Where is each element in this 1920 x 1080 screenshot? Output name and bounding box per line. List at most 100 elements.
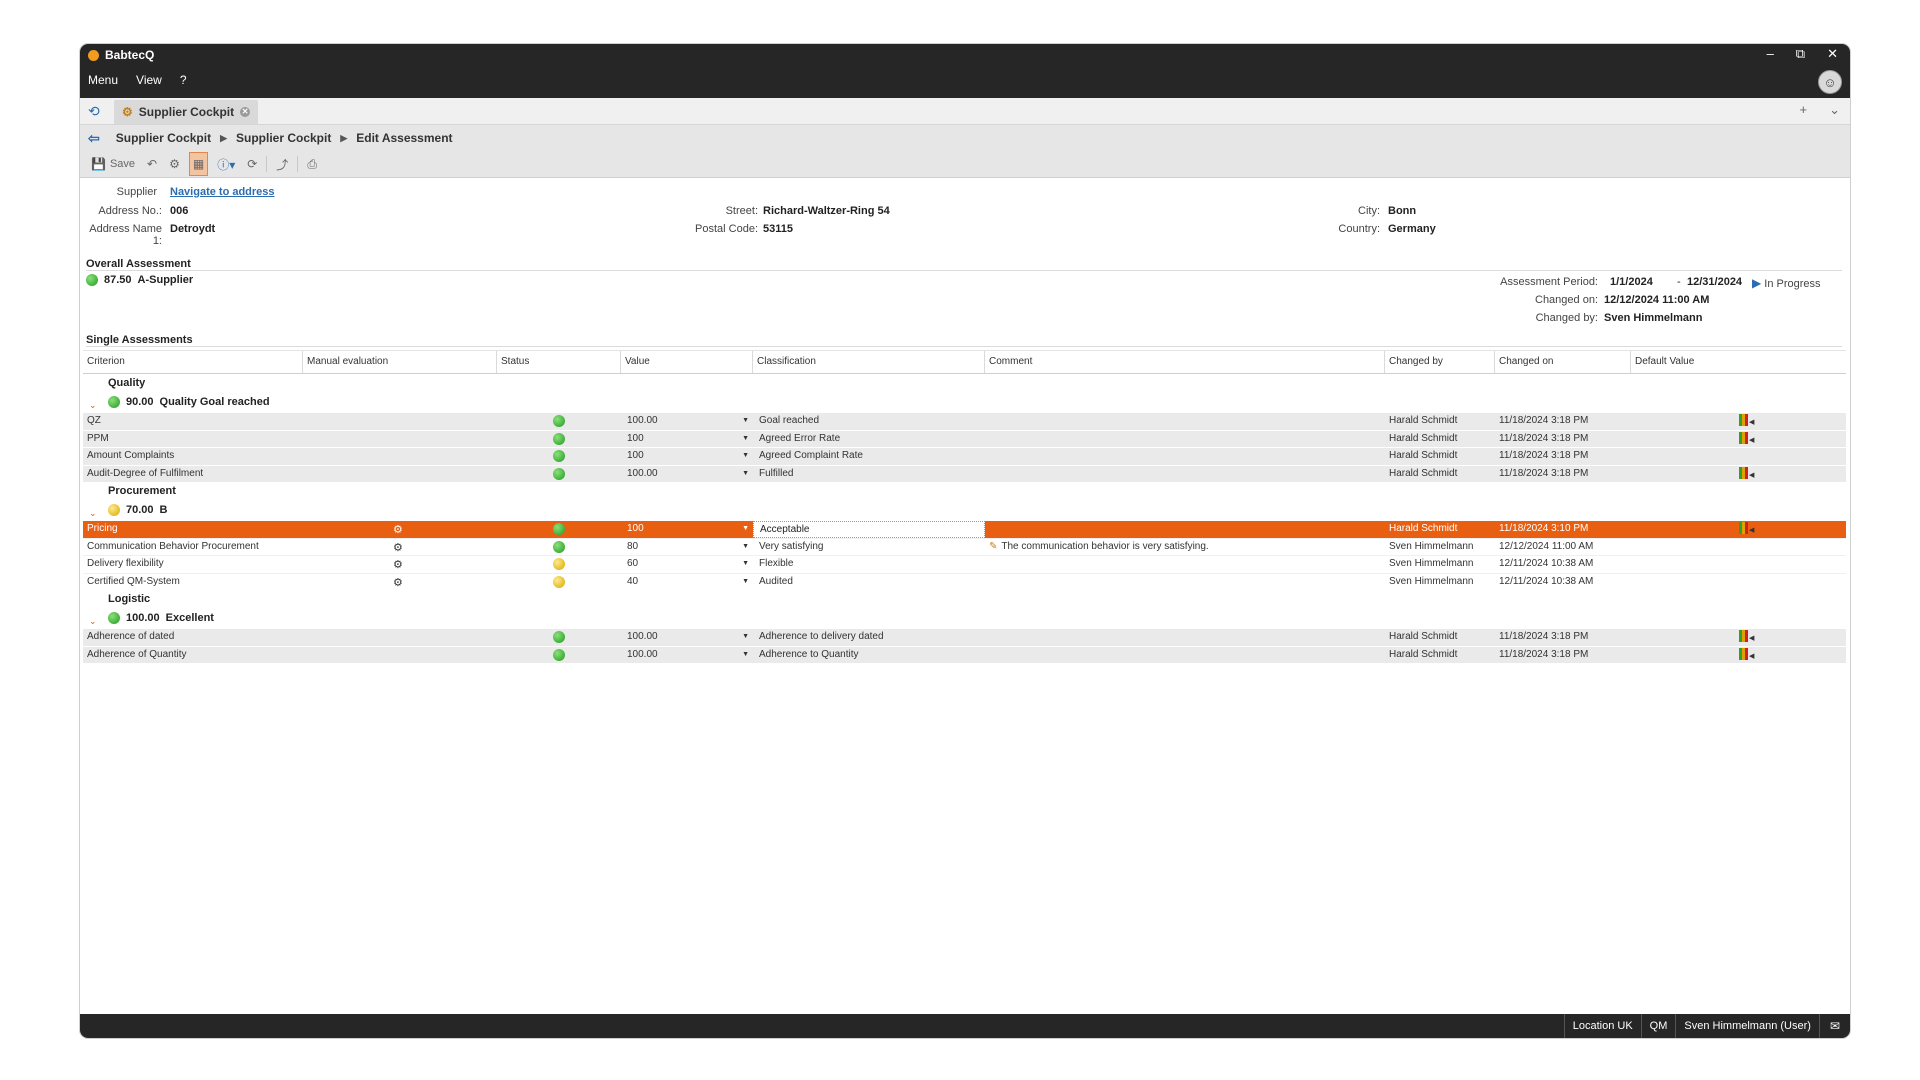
add-tab-icon[interactable]: + bbox=[1799, 102, 1808, 117]
column-header-status[interactable]: Status bbox=[497, 351, 621, 373]
default-value-cell[interactable]: ◀ bbox=[1631, 647, 1846, 664]
default-value-cell[interactable] bbox=[1631, 539, 1846, 556]
default-value-cell[interactable]: ◀ bbox=[1631, 466, 1846, 483]
column-header-classification[interactable]: Classification bbox=[753, 351, 985, 373]
collapse-chevron-icon[interactable]: ⌄ bbox=[89, 616, 97, 626]
comment-cell[interactable] bbox=[985, 521, 1385, 538]
supplier-button[interactable]: ⚙ bbox=[166, 153, 183, 175]
home-icon[interactable]: ⟲ bbox=[88, 103, 100, 119]
classification-cell[interactable]: Adherence to delivery dated bbox=[759, 631, 884, 642]
mail-icon[interactable]: ✉ bbox=[1818, 1014, 1850, 1038]
manual-evaluation-cell[interactable] bbox=[303, 629, 497, 646]
comment-cell[interactable] bbox=[985, 431, 1385, 448]
default-value-icon[interactable]: ◀ bbox=[1739, 431, 1754, 444]
manual-evaluation-icon[interactable]: ⚙ bbox=[393, 559, 403, 571]
criterion-cell[interactable]: Delivery flexibility bbox=[87, 558, 164, 569]
dropdown-arrow-icon[interactable]: ▼ bbox=[742, 434, 749, 442]
assessment-state[interactable]: ▶ In Progress bbox=[1752, 276, 1821, 290]
value-cell[interactable]: 100.00 ▼ bbox=[621, 466, 753, 483]
dropdown-arrow-icon[interactable]: ▼ bbox=[742, 577, 749, 585]
dropdown-arrow-icon[interactable]: ▼ bbox=[742, 469, 749, 477]
save-button[interactable]: 💾 Save bbox=[88, 153, 138, 175]
value-cell[interactable]: 80 ▼ bbox=[621, 539, 753, 556]
manual-evaluation-cell[interactable]: ⚙ bbox=[303, 521, 497, 538]
comment-cell[interactable] bbox=[985, 647, 1385, 664]
default-value-cell[interactable]: ◀ bbox=[1631, 521, 1846, 538]
breadcrumb-item[interactable]: Supplier Cockpit bbox=[115, 131, 212, 145]
menu-item-view[interactable]: View bbox=[136, 73, 162, 87]
value-cell[interactable]: 60 ▼ bbox=[621, 556, 753, 573]
dropdown-arrow-icon[interactable]: ▼ bbox=[742, 542, 749, 550]
criterion-cell[interactable]: Certified QM-System bbox=[87, 575, 180, 587]
default-value-cell[interactable]: ◀ bbox=[1631, 431, 1846, 448]
default-value-icon[interactable]: ◀ bbox=[1739, 522, 1754, 534]
manual-evaluation-cell[interactable] bbox=[303, 448, 497, 465]
manual-evaluation-icon[interactable]: ⚙ bbox=[393, 541, 403, 554]
collapse-chevron-icon[interactable]: ⌄ bbox=[89, 400, 97, 410]
criterion-cell[interactable]: Communication Behavior Procurement bbox=[87, 540, 259, 552]
column-header-value[interactable]: Value bbox=[621, 351, 753, 373]
dropdown-arrow-icon[interactable]: ▼ bbox=[742, 633, 749, 640]
table-row[interactable]: Pricing ⚙ 100 ▼ Acceptable Harald Schmidt 11/1… bbox=[83, 520, 1846, 538]
comment-cell[interactable] bbox=[985, 448, 1385, 465]
default-value-cell[interactable] bbox=[1631, 556, 1846, 573]
classification-cell[interactable]: Agreed Complaint Rate bbox=[759, 450, 863, 461]
column-header-criterion[interactable]: Criterion bbox=[83, 351, 303, 373]
comment-cell[interactable]: ✎ The communication behavior is very sati… bbox=[985, 539, 1385, 556]
print-button[interactable]: ⎙ bbox=[304, 153, 320, 175]
table-row[interactable]: Adherence of Quantity 100.00 ▼ Adherence to… bbox=[83, 645, 1846, 664]
comment-cell[interactable] bbox=[985, 629, 1385, 646]
default-value-icon[interactable]: ◀ bbox=[1739, 630, 1754, 642]
column-header-default-value[interactable]: Default Value bbox=[1635, 356, 1695, 367]
value-cell[interactable]: 100.00 ▼ bbox=[621, 413, 753, 430]
classification-cell[interactable]: Fulfilled bbox=[759, 467, 794, 479]
classification-cell[interactable]: Acceptable bbox=[753, 521, 985, 538]
comment-cell[interactable] bbox=[985, 574, 1385, 591]
manual-evaluation-cell[interactable] bbox=[303, 466, 497, 483]
dropdown-arrow-icon[interactable]: ▼ bbox=[742, 452, 749, 459]
dropdown-arrow-icon[interactable]: ▼ bbox=[742, 560, 749, 567]
calendar-button[interactable]: ▦ bbox=[188, 152, 209, 176]
dropdown-arrow-icon[interactable]: ▼ bbox=[742, 650, 749, 658]
default-value-cell[interactable]: ◀ bbox=[1631, 629, 1846, 646]
default-value-cell[interactable] bbox=[1631, 448, 1846, 465]
manual-evaluation-cell[interactable] bbox=[303, 647, 497, 664]
column-header-changed-on[interactable]: Changed on bbox=[1495, 351, 1631, 373]
classification-cell[interactable]: Agreed Error Rate bbox=[759, 432, 841, 444]
table-row[interactable]: Adherence of dated 100.00 ▼ Adherence to de… bbox=[83, 628, 1846, 646]
collapse-chevron-icon[interactable]: ⌄ bbox=[89, 508, 97, 518]
default-value-icon[interactable]: ◀ bbox=[1739, 466, 1754, 479]
criterion-cell[interactable]: Audit-Degree of Fulfilment bbox=[87, 467, 204, 479]
manual-evaluation-cell[interactable]: ⚙ bbox=[303, 556, 497, 573]
manual-evaluation-icon[interactable]: ⚙ bbox=[393, 524, 403, 536]
criterion-cell[interactable]: Amount Complaints bbox=[87, 450, 175, 461]
value-cell[interactable]: 100.00 ▼ bbox=[621, 629, 753, 646]
status-module[interactable]: QM bbox=[1640, 1014, 1676, 1038]
column-header-comment[interactable]: Comment bbox=[985, 351, 1385, 373]
close-icon[interactable]: ✕ bbox=[1827, 46, 1838, 61]
minimize-icon[interactable]: – bbox=[1766, 46, 1774, 61]
value-cell[interactable]: 40 ▼ bbox=[621, 574, 753, 591]
dropdown-arrow-icon[interactable]: ▼ bbox=[742, 417, 749, 424]
menu-item-help[interactable]: ? bbox=[179, 73, 187, 87]
default-value-cell[interactable] bbox=[1631, 574, 1846, 591]
column-header-manual[interactable]: Manual evaluation bbox=[303, 351, 497, 373]
table-row[interactable]: PPM 100 ▼ Agreed Error Rate Harald Schmidt 11… bbox=[83, 429, 1846, 448]
classification-cell[interactable]: Goal reached bbox=[759, 415, 820, 426]
default-value-icon[interactable]: ◀ bbox=[1739, 647, 1754, 660]
chevron-down-icon[interactable]: ⌄ bbox=[1829, 102, 1840, 117]
dropdown-arrow-icon[interactable]: ▼ bbox=[742, 525, 749, 532]
value-cell[interactable]: 100 ▼ bbox=[621, 431, 753, 448]
table-row[interactable]: Certified QM-System ⚙ 40 ▼ Audited Sven Himme… bbox=[83, 572, 1846, 591]
default-value-icon[interactable]: ◀ bbox=[1739, 414, 1754, 426]
back-arrow-icon[interactable]: ⇦ bbox=[88, 129, 100, 146]
export-button[interactable]: ⤴ bbox=[273, 153, 291, 175]
classification-cell[interactable]: Flexible bbox=[759, 558, 794, 569]
criterion-cell[interactable]: Adherence of Quantity bbox=[87, 648, 187, 660]
comment-cell[interactable] bbox=[985, 466, 1385, 483]
classification-cell[interactable]: Audited bbox=[759, 575, 793, 587]
info-button[interactable]: ⓘ▾ bbox=[214, 153, 238, 175]
criterion-cell[interactable]: QZ bbox=[87, 415, 101, 426]
tab-close-icon[interactable]: ✕ bbox=[240, 107, 251, 117]
menu-item-menu[interactable]: Menu bbox=[88, 73, 119, 87]
